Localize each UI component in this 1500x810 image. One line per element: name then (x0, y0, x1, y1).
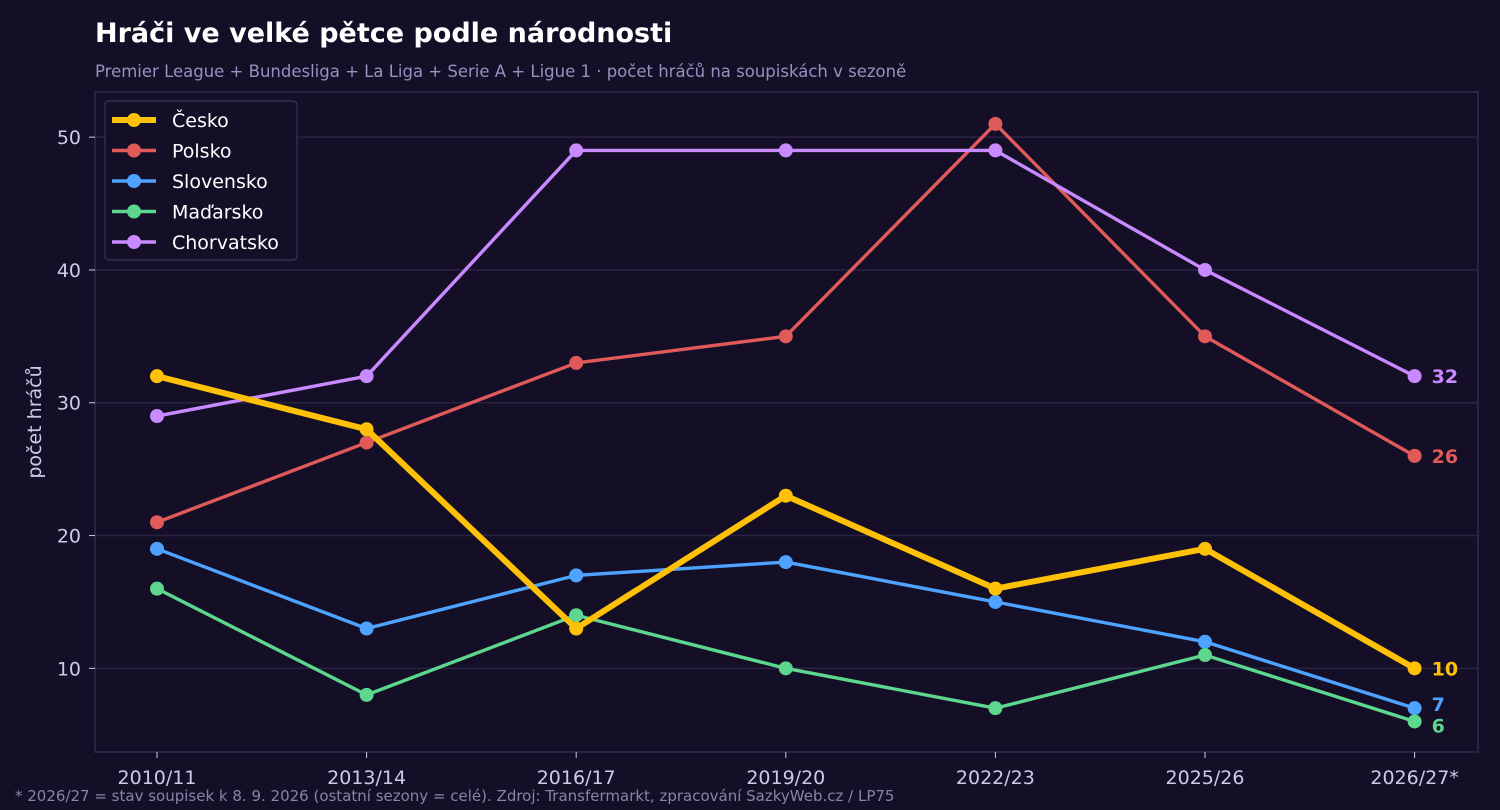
data-point (988, 594, 1003, 609)
data-point (150, 515, 164, 530)
end-value-label: 6 (1432, 715, 1445, 737)
series-line (154, 373, 1418, 672)
data-point (1198, 634, 1212, 649)
y-tick-label: 10 (57, 658, 81, 680)
plot-frame (94, 91, 1479, 753)
data-point (569, 608, 584, 623)
data-point (778, 143, 793, 158)
data-point (150, 541, 164, 556)
legend-item: Polsko (112, 141, 232, 163)
x-tick-label: 2010/11 (118, 767, 197, 789)
end-value-label: 7 (1432, 694, 1445, 716)
legend-label: Česko (172, 108, 229, 132)
data-point (988, 143, 1003, 158)
legend-label: Slovensko (172, 171, 268, 193)
data-point (359, 369, 374, 384)
data-point (1198, 648, 1212, 663)
data-point (988, 701, 1003, 716)
data-point (1198, 262, 1212, 277)
legend-marker (127, 113, 141, 127)
x-tick-label: 2019/20 (746, 767, 825, 789)
data-point (150, 369, 164, 384)
y-tick-label: 40 (57, 260, 81, 282)
data-point (778, 329, 793, 344)
y-tick-label: 30 (57, 393, 81, 415)
data-point (1407, 701, 1422, 716)
data-point (778, 555, 793, 570)
x-tick-label: 2016/17 (537, 767, 616, 789)
legend-label: Polsko (172, 141, 232, 163)
series-2 (150, 541, 1422, 716)
data-point (569, 143, 584, 158)
data-point (1407, 448, 1422, 463)
legend-item: Chorvatsko (112, 232, 279, 254)
series-line (155, 148, 1417, 418)
legend-label: Maďarsko (172, 202, 263, 224)
y-tick-label: 50 (57, 127, 81, 149)
data-point (1198, 541, 1212, 556)
data-point (359, 687, 374, 702)
y-axis-label: počet hráčů (24, 365, 46, 478)
legend-label: Chorvatsko (172, 232, 279, 254)
legend-item: Česko (112, 108, 229, 132)
y-tick-label: 20 (57, 526, 81, 548)
end-value-label: 10 (1432, 658, 1458, 680)
footnote: * 2026/27 = stav soupisek k 8. 9. 2026 (… (15, 787, 895, 805)
x-tick-label: 2025/26 (1166, 767, 1245, 789)
series-4 (150, 143, 1422, 424)
data-point (1198, 329, 1212, 344)
data-point (359, 422, 374, 437)
legend-marker (127, 174, 141, 188)
series-0 (150, 369, 1422, 676)
chart-title: Hráči ve velké pětce podle národnosti (95, 18, 673, 49)
data-point (988, 116, 1003, 131)
series-3 (150, 581, 1422, 729)
legend-item: Slovensko (112, 171, 268, 193)
data-point (359, 621, 374, 636)
series-line (155, 586, 1417, 724)
chart-subtitle: Premier League + Bundesliga + La Liga + … (95, 62, 907, 81)
data-point (988, 581, 1003, 596)
data-point (778, 661, 793, 676)
data-point (1407, 661, 1422, 676)
legend-marker (127, 143, 141, 158)
data-point (569, 621, 584, 636)
data-point (1407, 369, 1422, 384)
end-value-label: 26 (1432, 446, 1458, 468)
series-1 (150, 116, 1422, 530)
data-point (569, 568, 584, 583)
legend-marker (127, 235, 141, 249)
x-tick-label: 2013/14 (327, 767, 406, 789)
data-point (569, 355, 584, 370)
data-point (150, 409, 164, 424)
data-point (150, 581, 164, 596)
legend-item: Maďarsko (112, 202, 263, 224)
legend-marker (127, 204, 141, 219)
series-line (155, 122, 1417, 524)
end-value-label: 32 (1432, 366, 1458, 388)
legend-box (104, 100, 298, 261)
data-point (359, 435, 374, 450)
data-point (1407, 714, 1422, 729)
x-tick-label: 2022/23 (956, 767, 1035, 789)
data-point (778, 488, 793, 503)
x-tick-label: 2026/27* (1370, 767, 1458, 789)
